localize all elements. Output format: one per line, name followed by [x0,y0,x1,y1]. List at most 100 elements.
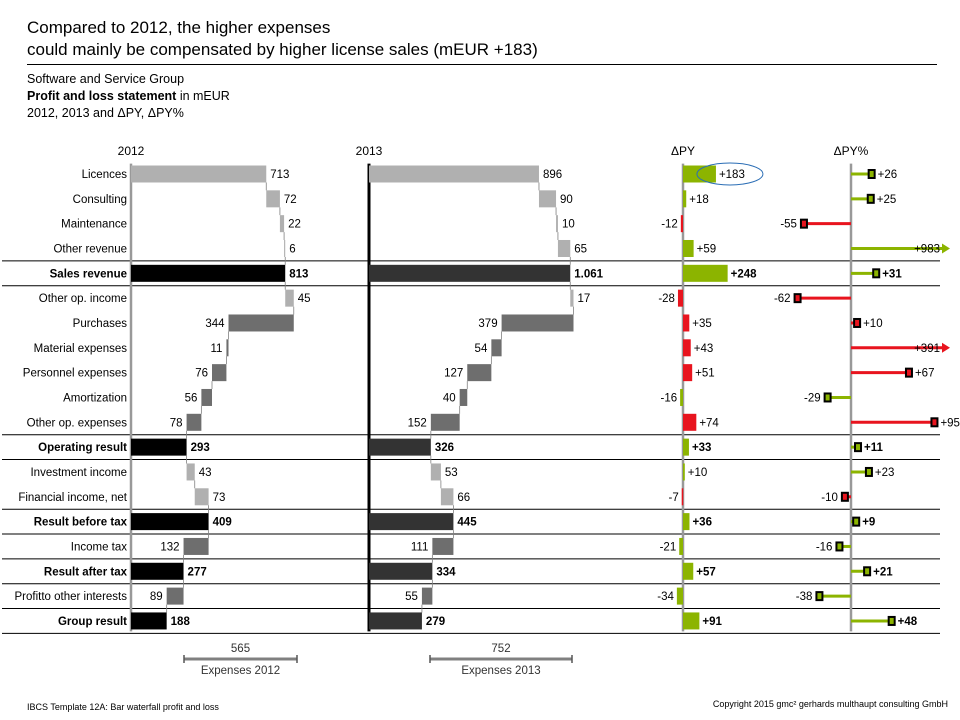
value-label-2012: 45 [298,293,311,305]
highlight-ellipse [696,162,764,186]
value-label-delta-py-pct: -29 [804,392,821,404]
value-label-delta-py: +33 [692,442,712,454]
value-label-delta-py-pct: +25 [877,194,897,206]
value-label-delta-py-pct: -10 [821,492,838,504]
subtitle-statement: Profit and loss statement in mEUR [27,88,230,105]
value-label-2012: 22 [288,219,301,231]
bar-2012 [226,339,229,357]
value-label-delta-py-pct: -55 [780,219,797,231]
bar-2013 [421,587,433,605]
pin-head [887,615,896,626]
value-label-delta-py: +59 [697,243,717,255]
pin-head [854,442,863,453]
bar-2012 [186,463,195,481]
bar-delta-py [683,165,716,183]
footer-copyright: Copyright 2015 gmc² gerhards multhaupt c… [712,699,948,709]
value-label-2013: 65 [574,243,587,255]
bar-delta-py [683,463,685,481]
bar-delta-py [683,190,687,208]
expense-bracket-label-2012: Expenses 2012 [201,665,280,677]
expense-bracket-value-2012: 565 [231,643,250,655]
bar-delta-py [683,513,690,531]
bar-2013 [467,364,492,382]
value-label-2013: 17 [577,293,590,305]
bar-2012 [131,513,209,531]
value-label-delta-py: -16 [660,392,677,404]
bar-2012 [186,413,202,431]
value-label-2012: 293 [191,442,210,454]
row-label: Profitto other interests [15,591,128,603]
bar-2012 [131,612,167,630]
row-label: Income tax [71,541,127,553]
row-label: Maintenance [61,219,127,231]
row-label: Personnel expenses [23,368,127,380]
row-label: Investment income [30,467,127,479]
footer-template-label: IBCS Template 12A: Bar waterfall profit … [27,702,219,712]
value-label-2013: 152 [408,417,427,429]
bar-delta-py [683,264,728,282]
column-header-delta-py-pct: ΔPY% [834,144,869,158]
bar-2012 [285,289,294,307]
value-label-2012: 72 [284,194,297,206]
bar-delta-py [680,388,683,406]
bar-2012 [201,388,213,406]
pin-head [799,218,808,229]
value-label-2013: 1.061 [574,268,603,280]
pin-head [840,491,849,502]
row-label: Purchases [73,318,128,330]
value-label-delta-py: +51 [695,368,715,380]
row-label: Licences [82,169,128,181]
pin-overflow-arrow [942,342,950,353]
row-label: Operating result [38,442,127,454]
value-label-2012: 344 [205,318,225,330]
bar-2013 [556,215,558,233]
bar-2012 [183,537,209,555]
value-label-delta-py-pct: +26 [878,169,898,181]
bar-2013 [430,463,441,481]
headline-line-2: could mainly be compensated by higher li… [27,40,538,59]
value-label-2013: 279 [426,616,445,628]
value-label-2012: 73 [213,492,226,504]
row-label: Consulting [73,194,127,206]
value-label-2013: 896 [543,169,562,181]
value-label-2013: 66 [457,492,470,504]
row-label: Other op. income [39,293,127,305]
value-label-delta-py: +57 [696,566,716,578]
value-label-delta-py-pct: +983 [914,243,940,255]
value-label-2013: 127 [444,368,463,380]
value-label-2013: 40 [443,392,456,404]
pin-head [866,193,875,204]
bar-2013 [459,388,468,406]
bar-delta-py [683,239,694,257]
bar-2013 [369,612,422,630]
value-label-delta-py: +248 [731,268,758,280]
value-label-2013: 445 [457,517,477,529]
bar-2013 [369,562,433,580]
value-label-2012: 6 [289,243,295,255]
bar-2012 [266,190,280,208]
bar-delta-py [683,562,694,580]
value-label-2012: 713 [270,169,289,181]
subtitle: Software and Service Group Profit and lo… [27,71,230,122]
value-label-delta-py: +18 [689,194,709,206]
value-label-delta-py: +10 [688,467,708,479]
value-label-2013: 326 [435,442,454,454]
bar-delta-py [683,612,700,630]
value-label-delta-py-pct: +9 [862,517,875,529]
bar-2012 [284,239,286,257]
bar-delta-py [683,339,691,357]
value-label-delta-py-pct: +391 [914,343,940,355]
value-label-2013: 10 [562,219,575,231]
value-label-2012: 89 [150,591,163,603]
bar-delta-py [680,215,683,233]
value-label-2012: 813 [289,268,308,280]
subtitle-periods: 2012, 2013 and ΔPY, ΔPY% [27,106,184,120]
pin-head [864,466,873,477]
headline: Compared to 2012, the higher expenses co… [27,17,538,61]
value-label-2013: 53 [445,467,458,479]
bar-2012 [131,562,184,580]
value-label-delta-py: -34 [657,591,674,603]
value-label-2013: 334 [436,566,456,578]
value-label-delta-py-pct: +23 [875,467,895,479]
